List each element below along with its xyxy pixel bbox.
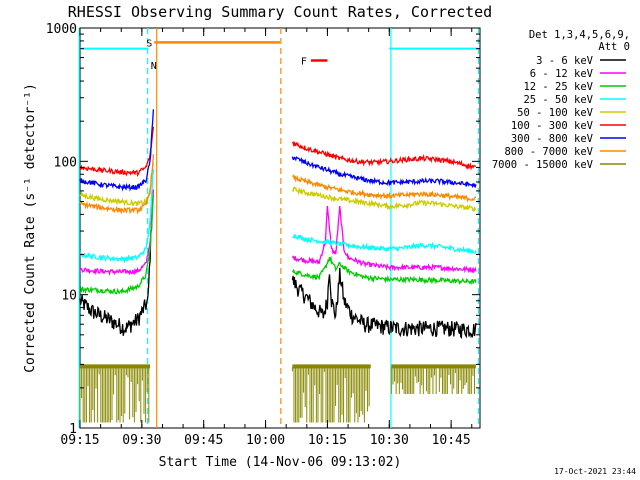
- footer-date: 17-Oct-2021 23:44: [554, 467, 636, 476]
- series-line: [292, 234, 477, 254]
- legend-label-0: 3 - 6 keV: [536, 55, 594, 67]
- band-top-2: [391, 364, 476, 369]
- chart-title: RHESSI Observing Summary Count Rates, Co…: [68, 3, 492, 21]
- series-line: [291, 267, 477, 339]
- band-top-1: [292, 364, 371, 369]
- series-line: [79, 126, 155, 177]
- flag-marker-f: F: [301, 57, 307, 68]
- flag-layer: S N F: [78, 28, 479, 428]
- series-line: [79, 163, 155, 207]
- flag-marker-n: N: [151, 61, 157, 72]
- x-tick-label: 10:45: [432, 433, 471, 448]
- series-line: [79, 168, 155, 264]
- series-line: [291, 156, 477, 189]
- series-layer: [79, 109, 477, 423]
- legend-label-4: 50 - 100 keV: [517, 107, 594, 119]
- series-line: [79, 194, 155, 295]
- flag-marker-s: S: [146, 38, 152, 49]
- series-5: [79, 126, 477, 177]
- band-top-0: [80, 364, 151, 369]
- x-tick-label: 10:30: [370, 433, 409, 448]
- y-tick-label: 1000: [46, 22, 77, 37]
- series-0: [79, 211, 477, 339]
- legend-header-1: Att 0: [598, 41, 630, 53]
- legend-label-1: 6 - 12 keV: [530, 68, 594, 80]
- series-3: [79, 168, 477, 264]
- plot-frame: [79, 27, 481, 429]
- series-line: [291, 140, 477, 171]
- legend-label-5: 100 - 300 keV: [511, 120, 594, 132]
- series-line: [79, 154, 155, 215]
- y-axis-label: Corrected Count Rate (s⁻¹ detector⁻¹): [23, 83, 38, 373]
- series-4: [79, 163, 477, 212]
- series-line: [79, 211, 153, 336]
- y-tick-label: 100: [54, 155, 77, 170]
- x-tick-label: 09:45: [184, 433, 223, 448]
- series-8: [79, 364, 476, 423]
- x-tick-label: 09:30: [122, 433, 161, 448]
- series-line: [292, 174, 476, 203]
- series-line: [291, 186, 477, 212]
- tick-layer: 1 10 100 1000 09:15 09:30 09:45 10:00 10:15 10:30…: [46, 22, 480, 448]
- legend-label-2: 12 - 25 keV: [523, 81, 593, 93]
- x-tick-label: 10:00: [246, 433, 285, 448]
- series-line: [79, 189, 155, 277]
- x-axis-label: Start Time (14-Nov-06 09:13:02): [159, 455, 402, 470]
- legend-label-3: 25 - 50 keV: [523, 94, 593, 106]
- series-6: [79, 109, 477, 192]
- series-1: [79, 189, 477, 277]
- legend-label-8: 7000 - 15000 keV: [492, 159, 594, 171]
- series-7: [79, 154, 476, 215]
- series-line: [79, 109, 155, 192]
- legend-header-0: Det 1,3,4,5,6,9,: [529, 29, 630, 41]
- series-line: [291, 255, 477, 286]
- y-tick-label: 10: [61, 289, 77, 304]
- y-tick-label: 1: [69, 422, 77, 437]
- x-tick-label: 09:15: [60, 433, 99, 448]
- x-tick-label: 10:15: [308, 433, 347, 448]
- series-2: [79, 194, 477, 295]
- legend-label-7: 800 - 7000 keV: [504, 146, 593, 158]
- legend-label-6: 300 - 800 keV: [511, 133, 594, 145]
- series-line: [291, 205, 477, 274]
